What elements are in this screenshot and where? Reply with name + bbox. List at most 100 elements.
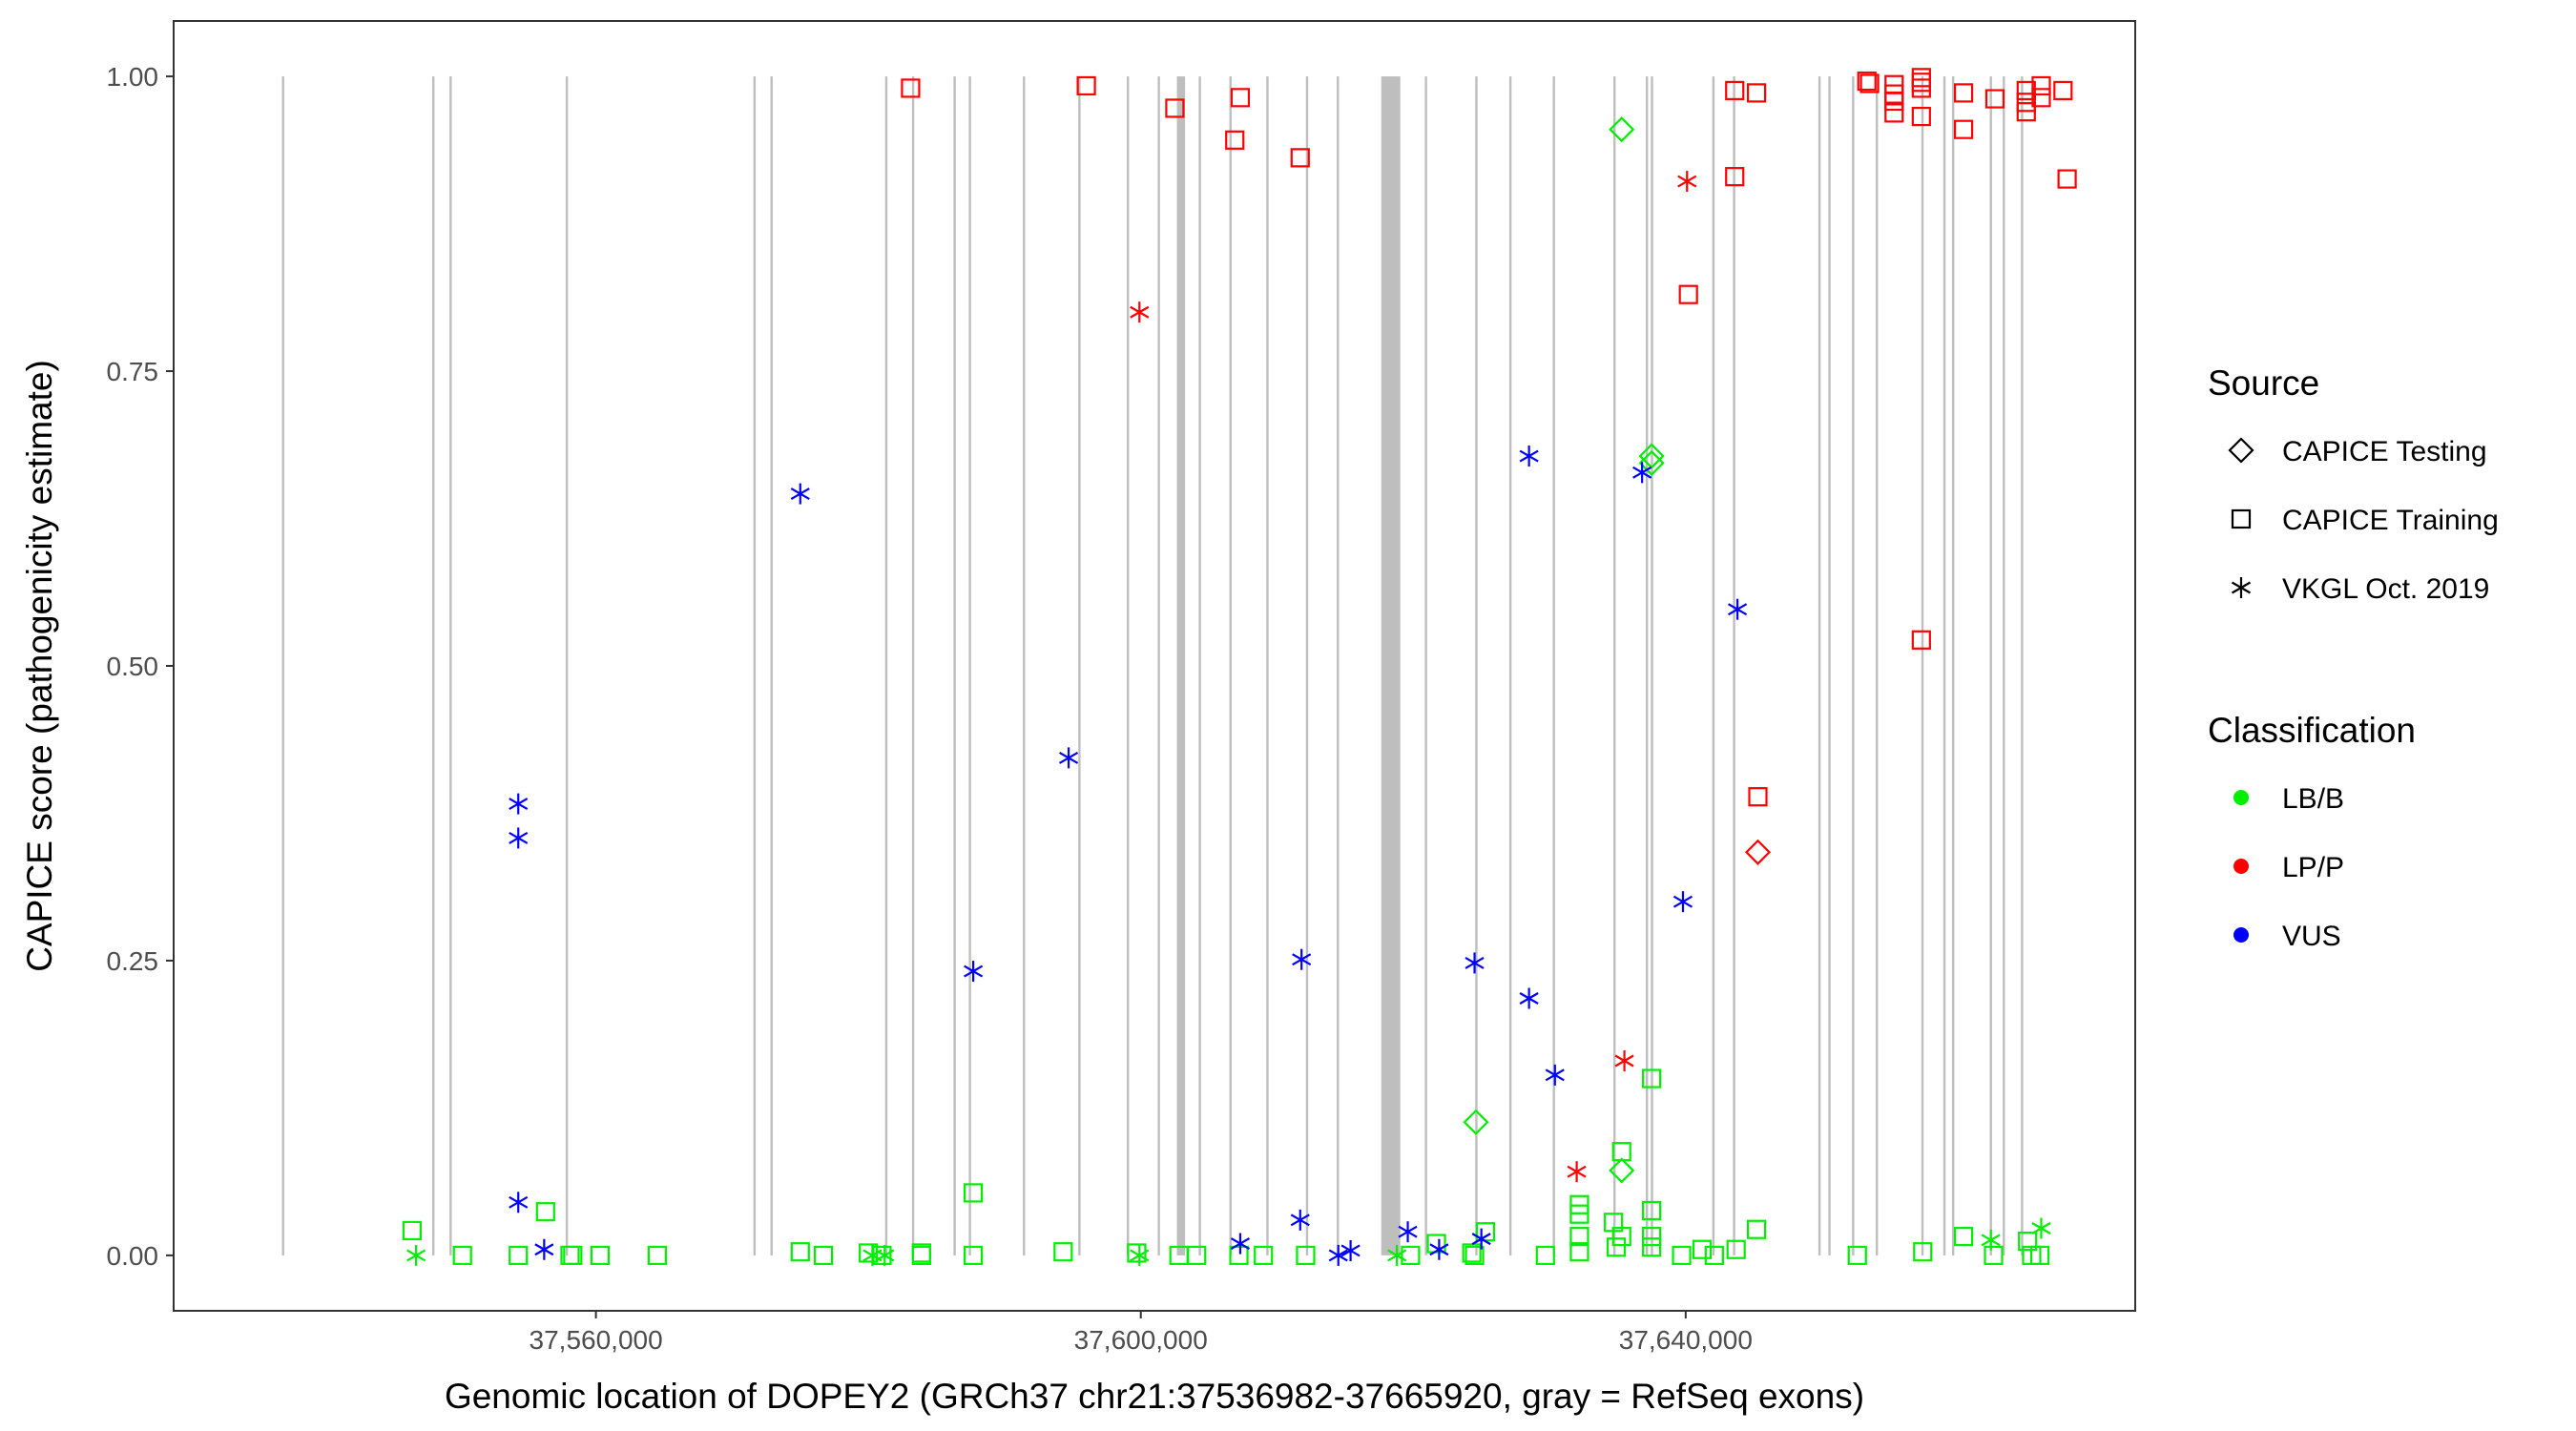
- data-point-asterisk-5: [1387, 1244, 1407, 1266]
- data-point-asterisk-16: [790, 483, 810, 505]
- data-point-square-36: [1611, 1227, 1631, 1247]
- data-point-square-17: [1053, 1242, 1073, 1262]
- legend: Source CAPICE Testing CAPICE Training VKGL…: [2208, 363, 2499, 952]
- data-point-square-16: [964, 1245, 984, 1266]
- exon-band-37: [1951, 76, 1955, 1255]
- data-point-square-6: [563, 1245, 583, 1266]
- x-axis: 37,560,000 37,600,000 37,640,000: [530, 1311, 1753, 1355]
- exon-band-8: [911, 76, 915, 1255]
- legend-classification-label: LP/P: [2282, 852, 2344, 883]
- data-point-asterisk-22: [1328, 1244, 1348, 1266]
- data-point-square-22: [1254, 1245, 1274, 1266]
- data-point-square-60: [1678, 284, 1698, 304]
- data-point-square-38: [1642, 1068, 1662, 1089]
- data-point-square-24: [1401, 1245, 1421, 1266]
- x-tick-label: 37,640,000: [1619, 1325, 1753, 1355]
- data-point-square-43: [1692, 1239, 1713, 1259]
- exon-band-11: [1023, 76, 1026, 1255]
- exon-band-28: [1651, 76, 1653, 1255]
- exon-band-18: [1266, 76, 1269, 1255]
- data-point-square-48: [1913, 1242, 1933, 1262]
- y-axis: 0.00 0.25 0.50 0.75 1.00: [107, 62, 174, 1271]
- series-vkgl-oct-2019: [406, 171, 2051, 1266]
- data-point-square-57: [1225, 130, 1245, 150]
- data-point-asterisk-13: [509, 827, 529, 849]
- exon-band-1: [281, 76, 284, 1255]
- data-point-asterisk-19: [1230, 1233, 1251, 1255]
- data-point-asterisk-11: [1677, 171, 1697, 193]
- legend-source-label: CAPICE Testing: [2282, 436, 2487, 467]
- data-point-asterisk-21: [1290, 1209, 1310, 1231]
- data-point-square-84: [2053, 80, 2073, 101]
- data-point-square-46: [1746, 1219, 1767, 1239]
- data-point-square-85: [2057, 169, 2077, 189]
- data-point-square-44: [1704, 1245, 1724, 1266]
- data-point-asterisk-26: [1465, 952, 1485, 974]
- exon-band-16: [1198, 76, 1201, 1255]
- data-points: [402, 68, 2077, 1266]
- data-point-asterisk-24: [1398, 1221, 1418, 1243]
- data-point-square-39: [1642, 1200, 1662, 1221]
- data-point-square-70: [1884, 103, 1904, 123]
- legend-classification-items: LB/B LP/P VUS: [2233, 783, 2344, 952]
- data-point-square-1: [402, 1220, 422, 1241]
- exon-band-9: [953, 76, 956, 1255]
- legend-classification-label: LB/B: [2282, 783, 2344, 815]
- data-point-diamond-2: [1609, 116, 1635, 143]
- data-point-square-10: [813, 1245, 834, 1266]
- data-point-diamond-6: [1744, 839, 1772, 865]
- exon-band-24: [1508, 76, 1512, 1255]
- data-point-square-66: [1859, 73, 1880, 93]
- legend-key-dot: [2233, 927, 2249, 943]
- exon-band-3: [449, 76, 452, 1255]
- exon-band-7: [884, 76, 888, 1255]
- data-point-square-64: [1748, 787, 1768, 807]
- exon-band-21: [1381, 76, 1401, 1255]
- y-tick-label: 0.75: [107, 357, 159, 386]
- data-point-square-65: [1857, 71, 1877, 92]
- exon-band-30: [1733, 76, 1735, 1255]
- legend-source-items: CAPICE Testing CAPICE Training VKGL Oct. 2…: [2228, 436, 2499, 605]
- y-axis-title: CAPICE score (pathogenicity estimate): [20, 360, 59, 972]
- data-point-square-3: [509, 1245, 529, 1266]
- data-point-asterisk-10: [1614, 1050, 1634, 1072]
- exon-band-38: [1989, 76, 1992, 1255]
- data-point-square-73: [1911, 78, 1931, 98]
- legend-key-asterisk: [2231, 577, 2252, 598]
- data-point-square-45: [1726, 1239, 1746, 1259]
- x-tick-label: 37,600,000: [1074, 1325, 1208, 1355]
- data-point-square-63: [1746, 83, 1767, 103]
- exon-band-19: [1305, 76, 1309, 1255]
- exon-band-14: [1157, 76, 1160, 1255]
- data-point-square-20: [1187, 1245, 1207, 1266]
- data-point-square-61: [1725, 167, 1745, 187]
- exon-band-22: [1424, 76, 1427, 1255]
- data-point-square-58: [1230, 88, 1251, 108]
- exon-band-12: [1078, 76, 1081, 1255]
- data-point-square-82: [2031, 75, 2051, 96]
- data-point-square-77: [1954, 119, 1974, 139]
- data-point-square-51: [2018, 1231, 2038, 1252]
- data-point-square-41: [1642, 1237, 1662, 1257]
- data-point-square-32: [1569, 1227, 1589, 1247]
- data-point-square-81: [2016, 102, 2036, 122]
- data-point-diamond-3: [1609, 1157, 1635, 1184]
- data-point-square-42: [1672, 1245, 1692, 1266]
- data-point-square-50: [1984, 1245, 2004, 1266]
- data-point-square-29: [1535, 1245, 1555, 1266]
- exon-band-32: [1828, 76, 1831, 1255]
- exon-band-36: [1942, 76, 1946, 1255]
- exon-band-27: [1645, 76, 1649, 1255]
- legend-key-dot: [2233, 859, 2249, 874]
- data-point-square-79: [2016, 80, 2036, 101]
- exon-band-34: [1876, 76, 1879, 1255]
- data-point-square-23: [1296, 1245, 1316, 1266]
- data-point-asterisk-9: [1567, 1161, 1587, 1183]
- data-point-square-76: [1954, 83, 1974, 103]
- data-point-asterisk-32: [1672, 891, 1693, 913]
- x-tick-label: 37,560,000: [530, 1325, 663, 1355]
- exon-band-40: [2021, 76, 2024, 1255]
- exon-band-29: [1712, 76, 1715, 1255]
- data-point-asterisk-25: [1429, 1238, 1449, 1260]
- legend-source-label: CAPICE Training: [2282, 505, 2499, 536]
